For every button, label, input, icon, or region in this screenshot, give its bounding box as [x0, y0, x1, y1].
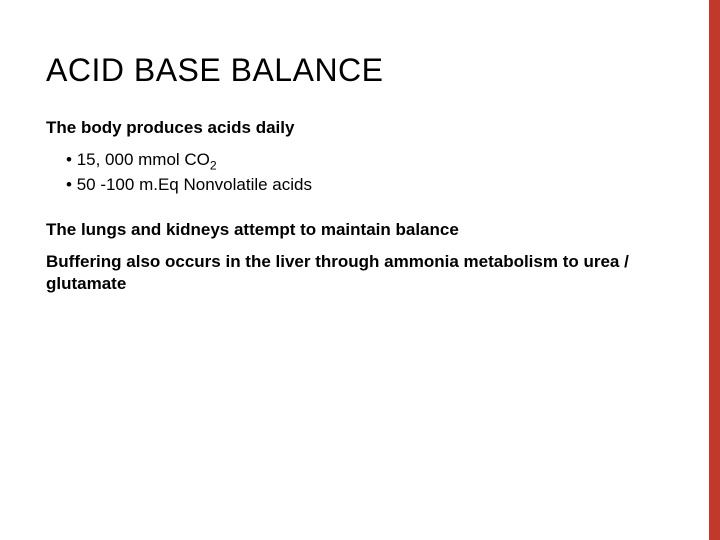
accent-bar [709, 0, 720, 540]
line-lungs-kidneys: The lungs and kidneys attempt to maintai… [46, 219, 646, 241]
bullet-co2: 15, 000 mmol CO2 [66, 149, 646, 174]
bullet-co2-text: 15, 000 mmol CO [77, 150, 210, 169]
line-buffering: Buffering also occurs in the liver throu… [46, 251, 646, 295]
intro-line: The body produces acids daily [46, 117, 646, 139]
bullet-list: 15, 000 mmol CO2 50 -100 m.Eq Nonvolatil… [66, 149, 646, 197]
content-area: ACID BASE BALANCE The body produces acid… [46, 52, 646, 305]
bullet-co2-subscript: 2 [210, 158, 217, 172]
slide-title: ACID BASE BALANCE [46, 52, 646, 89]
slide: ACID BASE BALANCE The body produces acid… [0, 0, 720, 540]
bullet-nonvolatile: 50 -100 m.Eq Nonvolatile acids [66, 174, 646, 197]
